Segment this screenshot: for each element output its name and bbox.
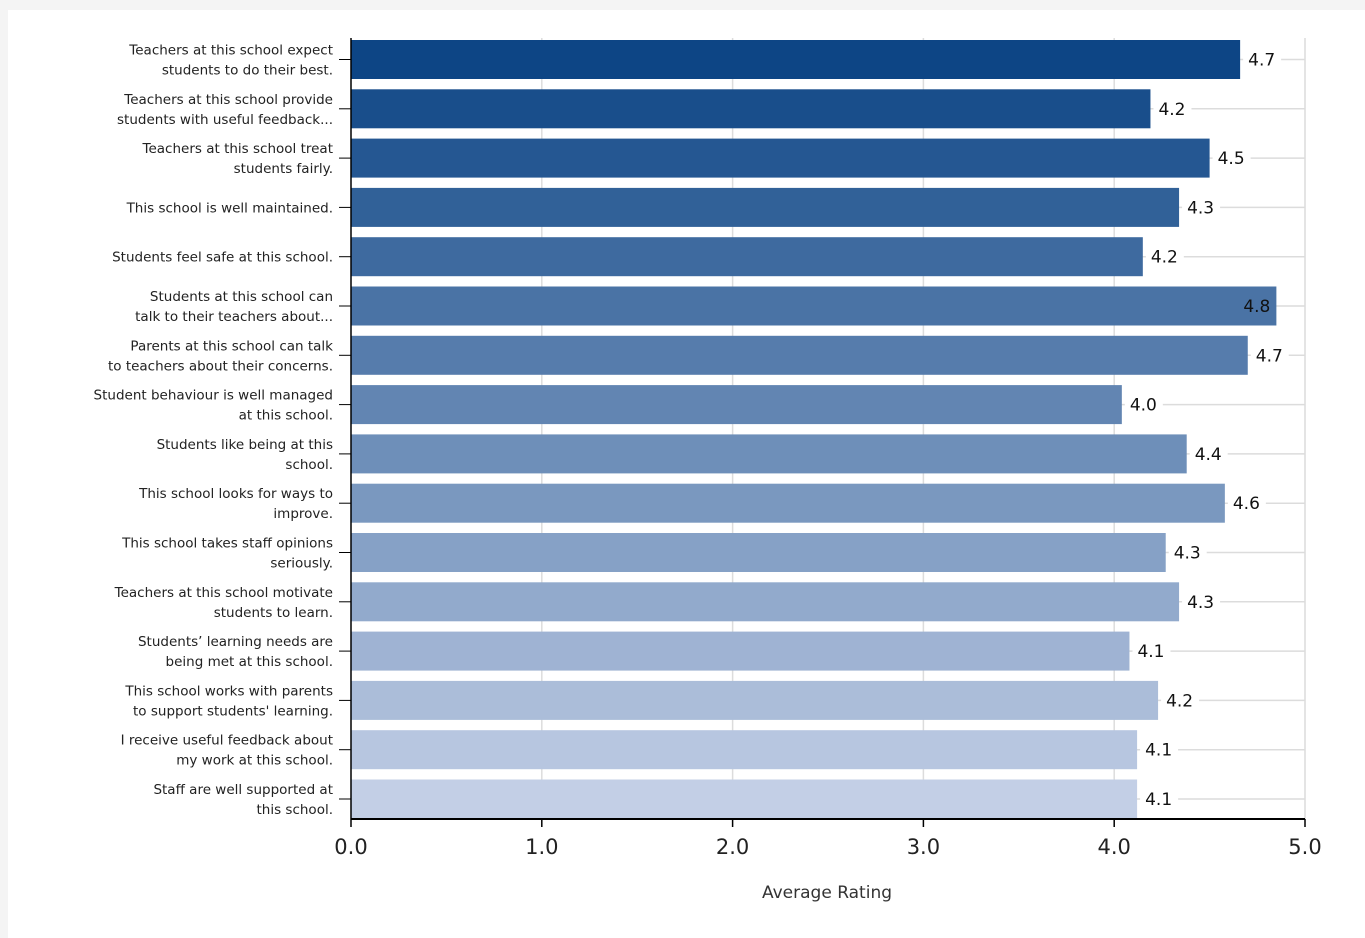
value-label: 4.6 xyxy=(1233,494,1260,514)
category-label: Students feel safe at this school. xyxy=(112,250,333,266)
category-label: Student behaviour is well managed xyxy=(94,388,333,404)
bar xyxy=(351,631,1130,671)
category-label: at this school. xyxy=(239,408,333,424)
category-label: seriously. xyxy=(270,556,333,572)
category-label: improve. xyxy=(273,506,333,522)
bar xyxy=(351,335,1248,375)
value-label: 4.3 xyxy=(1187,198,1214,218)
value-label: 4.1 xyxy=(1145,741,1172,761)
bar xyxy=(351,434,1187,474)
category-label: this school. xyxy=(257,802,334,818)
category-label: This school is well maintained. xyxy=(126,200,333,216)
value-label: 4.3 xyxy=(1187,593,1214,613)
bar xyxy=(351,582,1180,622)
category-label: I receive useful feedback about xyxy=(121,733,333,749)
value-label: 4.1 xyxy=(1145,790,1172,810)
bar xyxy=(351,40,1241,79)
value-label-bg xyxy=(1140,788,1179,810)
category-label: Teachers at this school expect xyxy=(128,43,333,59)
bar xyxy=(351,779,1138,819)
x-tick-label: 1.0 xyxy=(525,835,558,859)
value-label-bg xyxy=(1140,738,1179,761)
x-tick-label: 4.0 xyxy=(1097,835,1130,859)
category-label: students to do their best. xyxy=(162,63,333,79)
category-label: school. xyxy=(285,457,333,473)
value-label-bg xyxy=(1227,492,1266,515)
value-label-bg xyxy=(1124,393,1163,416)
bar xyxy=(351,89,1151,129)
category-label: This school takes staff opinions xyxy=(121,536,333,552)
value-label: 4.2 xyxy=(1166,691,1193,711)
value-label: 4.2 xyxy=(1151,248,1178,268)
axes: 0.0 1.0 2.0 3.0 4.0 5.0 xyxy=(334,38,1322,859)
x-tick-label: 5.0 xyxy=(1288,835,1321,859)
bar xyxy=(351,286,1277,326)
category-label: Students like being at this xyxy=(157,437,333,453)
category-label: to teachers about their concerns. xyxy=(108,358,333,374)
value-labels: 4.7 4.2 4.5 4.3 4.2 4.8 4.7 4.0 4.4 4.6 4.3 4.3 4.1 4… xyxy=(1124,48,1289,810)
category-label: Teachers at this school provide xyxy=(123,92,333,108)
value-label: 4.8 xyxy=(1243,297,1270,317)
category-label: Students’ learning needs are xyxy=(138,634,333,650)
value-label: 4.7 xyxy=(1248,51,1275,71)
value-label-bg xyxy=(1153,97,1192,120)
category-label: my work at this school. xyxy=(176,753,333,769)
value-label: 4.4 xyxy=(1195,445,1222,465)
value-label-bg xyxy=(1243,48,1282,71)
category-label: Teachers at this school motivate xyxy=(114,585,333,601)
value-label: 4.1 xyxy=(1137,642,1164,662)
category-label: talk to their teachers about... xyxy=(135,309,333,325)
bar xyxy=(351,533,1166,572)
bar xyxy=(351,187,1180,227)
bar xyxy=(351,237,1143,277)
value-label: 4.0 xyxy=(1130,396,1157,416)
x-tick-label: 3.0 xyxy=(907,835,940,859)
value-label-bg xyxy=(1182,590,1221,613)
value-label: 4.2 xyxy=(1158,100,1185,120)
value-label-bg xyxy=(1161,689,1200,712)
value-label-bg xyxy=(1168,541,1207,564)
value-label-bg xyxy=(1132,640,1171,663)
x-tick-label: 0.0 xyxy=(334,835,367,859)
bar xyxy=(351,483,1225,523)
category-label: being met at this school. xyxy=(166,654,333,670)
bars xyxy=(351,40,1277,819)
x-tick-label: 2.0 xyxy=(716,835,749,859)
category-label: This school works with parents xyxy=(124,683,333,699)
category-label: Parents at this school can talk xyxy=(130,338,333,354)
bar xyxy=(351,730,1138,770)
category-label: Staff are well supported at xyxy=(153,782,333,798)
category-label: Students at this school can xyxy=(150,289,333,305)
category-label: This school looks for ways to xyxy=(138,486,333,502)
category-label: students to learn. xyxy=(214,605,333,621)
category-label: students with useful feedback... xyxy=(117,112,333,128)
value-label-bg xyxy=(1250,344,1289,367)
category-label: Teachers at this school treat xyxy=(142,141,333,157)
x-axis-title: Average Rating xyxy=(762,883,892,903)
value-label-bg xyxy=(1182,196,1221,219)
value-label: 4.7 xyxy=(1256,346,1283,366)
category-labels: Teachers at this school expect students t… xyxy=(94,43,334,819)
value-label-bg xyxy=(1189,442,1228,465)
bar xyxy=(351,138,1210,178)
bar xyxy=(351,385,1122,425)
category-label: students fairly. xyxy=(234,161,333,177)
value-label: 4.5 xyxy=(1218,149,1245,169)
category-label: to support students' learning. xyxy=(133,703,333,719)
value-label-bg xyxy=(1145,245,1184,268)
value-label-bg xyxy=(1212,147,1251,170)
value-label: 4.3 xyxy=(1174,544,1201,564)
bar xyxy=(351,680,1159,720)
